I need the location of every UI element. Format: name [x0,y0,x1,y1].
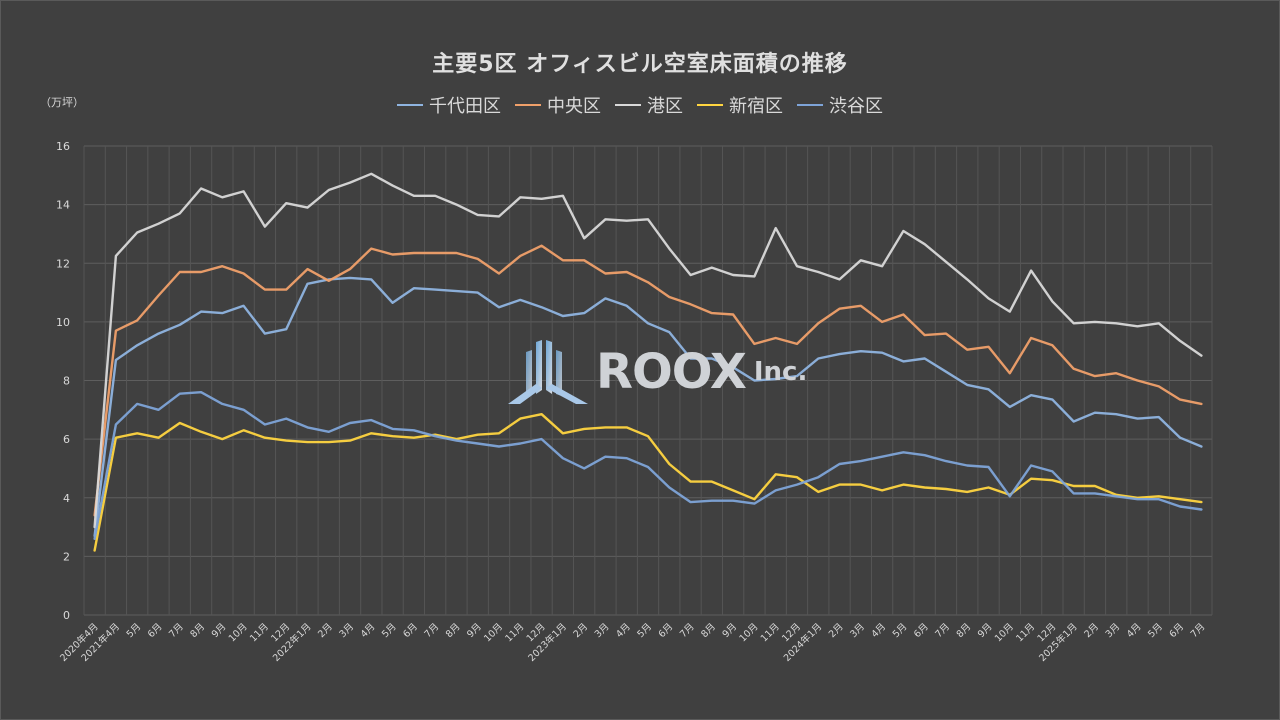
legend-item: 渋谷区 [797,92,883,118]
x-tick-label: 7月 [1189,621,1208,640]
legend-item: 千代田区 [397,92,501,118]
y-tick-label: 2 [63,550,70,563]
x-tick-label: 7月 [423,621,442,640]
y-tick-label: 14 [56,199,70,212]
x-tick-label: 9月 [210,621,229,640]
legend-swatch [397,104,423,106]
legend-item: 港区 [615,92,683,118]
x-tick-label: 2月 [1082,621,1101,640]
x-tick-label: 4月 [359,621,378,640]
roox-logo-icon [508,340,588,404]
x-tick-label: 7月 [167,621,186,640]
x-tick-label: 8月 [444,621,463,640]
roox-logo-watermark: ROOX Inc. [506,338,807,406]
x-tick-label: 5月 [635,621,654,640]
x-tick-label: 11月 [503,621,526,644]
legend-label: 新宿区 [729,96,783,117]
y-tick-label: 8 [63,375,70,388]
x-tick-label: 7月 [933,621,952,640]
series-line-渋谷区 [93,391,1203,540]
x-tick-label: 4月 [869,621,888,640]
legend-label: 港区 [647,96,683,117]
x-tick-label: 10月 [737,621,760,644]
x-tick-label: 7月 [678,621,697,640]
y-tick-label: 10 [56,316,70,329]
x-tick-label: 10月 [227,621,250,644]
x-tick-label: 8月 [955,621,974,640]
x-tick-label: 5月 [380,621,399,640]
x-tick-label: 11月 [759,621,782,644]
logo-brand-text: ROOX [596,344,747,400]
x-tick-label: 2月 [572,621,591,640]
x-tick-label: 2月 [316,621,335,640]
x-tick-label: 11月 [1014,621,1037,644]
x-tick-label: 5月 [125,621,144,640]
y-axis-unit-label: （万坪） [40,96,84,109]
x-tick-label: 8月 [188,621,207,640]
x-tick-label: 4月 [614,621,633,640]
x-tick-label: 9月 [465,621,484,640]
x-tick-label: 9月 [720,621,739,640]
x-tick-label: 5月 [891,621,910,640]
x-tick-label: 3月 [337,621,356,640]
logo-suffix-text: Inc. [753,357,808,387]
legend-item: 新宿区 [697,92,783,118]
x-tick-label: 6月 [912,621,931,640]
legend-label: 中央区 [547,96,601,117]
x-tick-label: 5月 [1146,621,1165,640]
x-tick-label: 6月 [146,621,165,640]
series-line-新宿区 [93,413,1203,552]
x-tick-label: 8月 [699,621,718,640]
chart-title: 主要5区 オフィスビル空室床面積の推移 [432,52,848,77]
legend-item: 中央区 [515,92,601,118]
series-line-港区 [93,172,1203,529]
legend-label: 千代田区 [429,96,501,117]
x-tick-label: 10月 [482,621,505,644]
x-tick-label: 3月 [1104,621,1123,640]
x-tick-label: 10月 [993,621,1016,644]
chart-legend: 千代田区 中央区 港区 新宿区 渋谷区 [0,92,1280,118]
x-tick-label: 6月 [657,621,676,640]
x-tick-label: 3月 [593,621,612,640]
x-tick-label: 9月 [976,621,995,640]
x-tick-label: 11月 [248,621,271,644]
x-tick-label: 6月 [401,621,420,640]
legend-label: 渋谷区 [829,96,883,117]
y-tick-label: 6 [63,433,70,446]
x-tick-label: 4月 [1125,621,1144,640]
x-tick-label: 3月 [848,621,867,640]
legend-swatch [697,104,723,106]
legend-swatch [515,104,541,106]
y-tick-label: 0 [63,609,70,622]
legend-swatch [797,104,823,106]
x-tick-label: 6月 [1167,621,1186,640]
legend-swatch [615,104,641,106]
y-tick-label: 16 [56,140,70,153]
y-tick-label: 12 [56,257,70,270]
x-tick-label: 2月 [827,621,846,640]
series-line-千代田区 [93,276,1203,538]
y-tick-label: 4 [63,492,70,505]
